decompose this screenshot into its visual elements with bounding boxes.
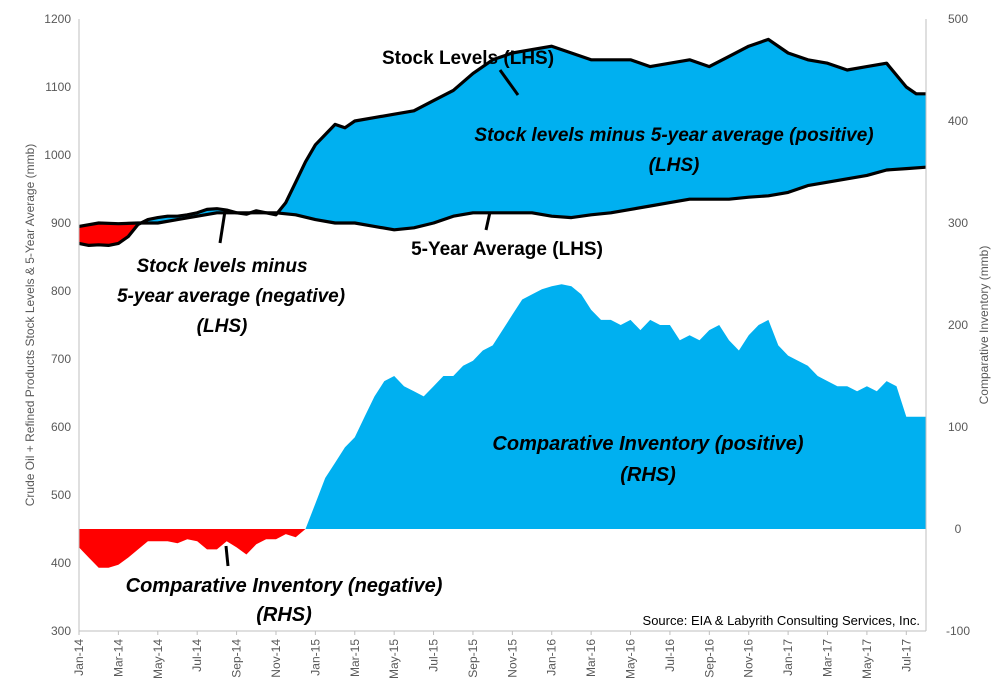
stock-levels-line bbox=[78, 37, 926, 247]
five-year-average-line bbox=[78, 165, 927, 232]
x-axis-tick-label: Nov-15 bbox=[505, 639, 519, 678]
stock-minus-avg-negative-area bbox=[79, 223, 141, 246]
left-axis-tick-label: 400 bbox=[51, 556, 71, 570]
left-axis-tick-label: 500 bbox=[51, 488, 71, 502]
x-axis-tick-label: Nov-16 bbox=[742, 639, 756, 678]
annotation-negative-upper-line1: Stock levels minus bbox=[136, 256, 307, 277]
x-axis-tick-label: May-14 bbox=[151, 639, 165, 679]
x-axis-tick-label: May-15 bbox=[387, 639, 401, 679]
line-series bbox=[78, 37, 927, 247]
x-axis-tick-label: Jul-15 bbox=[427, 639, 441, 672]
annotation-five-year-average: 5-Year Average (LHS) bbox=[411, 239, 603, 260]
arrow-negative-upper bbox=[218, 210, 227, 244]
left-axis-tick-label: 1000 bbox=[44, 148, 71, 162]
left-axis-tick-label: 600 bbox=[51, 420, 71, 434]
x-axis-tick-label: Nov-14 bbox=[269, 639, 283, 678]
left-axis-tick-label: 700 bbox=[51, 352, 71, 366]
axes: 300 400 500 600 700 800 900 1000 1100 1200 -100 0 10… bbox=[44, 12, 970, 679]
x-axis-tick-label: Sep-14 bbox=[230, 639, 244, 678]
arrow-stock-levels bbox=[498, 69, 520, 96]
annotation-negative-upper-line3: (LHS) bbox=[197, 316, 248, 337]
x-axis-tick-label: Mar-16 bbox=[584, 639, 598, 677]
right-axis-tick-label: 100 bbox=[948, 420, 968, 434]
annotation-comparative-negative-line2: (RHS) bbox=[256, 604, 312, 626]
x-axis-tick-label: Mar-14 bbox=[111, 639, 125, 677]
right-axis-title: Comparative Inventory (mmb) bbox=[977, 246, 991, 405]
right-axis-tick-label: 500 bbox=[948, 12, 968, 26]
right-axis-tick-label: 0 bbox=[955, 522, 962, 536]
arrow-comparative-negative bbox=[224, 545, 230, 567]
x-axis-tick-label: Jan-15 bbox=[308, 639, 322, 676]
x-axis-tick-label: Jan-17 bbox=[781, 639, 795, 676]
source-note: Source: EIA & Labyrith Consulting Servic… bbox=[643, 613, 920, 628]
comparative-inventory-positive-area bbox=[305, 284, 926, 529]
x-axis-tick-label: Sep-15 bbox=[466, 639, 480, 678]
x-axis-tick-label: May-16 bbox=[624, 639, 638, 679]
left-axis-tick-label: 300 bbox=[51, 624, 71, 638]
left-axis-tick-label: 1100 bbox=[45, 80, 71, 94]
right-axis-tick-label: 200 bbox=[948, 318, 968, 332]
annotation-comparative-negative-line1: Comparative Inventory (negative) bbox=[126, 575, 443, 597]
stock-minus-avg-positive-area bbox=[277, 39, 926, 230]
annotation-comparative-positive-line1: Comparative Inventory (positive) bbox=[492, 433, 804, 455]
x-axis-tick-label: May-17 bbox=[860, 639, 874, 679]
right-axis-tick-label: -100 bbox=[946, 624, 970, 638]
annotation-negative-upper-line2: 5-year average (negative) bbox=[117, 286, 345, 307]
x-axis-tick-label: Jul-17 bbox=[899, 639, 913, 672]
x-axis-tick-label: Mar-15 bbox=[348, 639, 362, 677]
comparative-inventory-fills bbox=[79, 284, 926, 568]
annotation-stock-levels: Stock Levels (LHS) bbox=[382, 48, 554, 69]
x-axis-tick-label: Jan-16 bbox=[545, 639, 559, 676]
arrow-five-year-average bbox=[484, 211, 492, 231]
right-axis-tick-label: 300 bbox=[948, 216, 968, 230]
annotation-positive-upper-line2: (LHS) bbox=[649, 155, 700, 176]
x-axis-tick-label: Jan-14 bbox=[72, 639, 86, 676]
annotation-comparative-positive-line2: (RHS) bbox=[620, 464, 676, 486]
comparative-inventory-negative-area bbox=[79, 529, 306, 568]
left-axis-tick-label: 900 bbox=[51, 216, 71, 230]
left-axis-tick-label: 1200 bbox=[44, 12, 71, 26]
x-axis-tick-label: Mar-17 bbox=[821, 639, 835, 677]
annotation-positive-upper-line1: Stock levels minus 5-year average (posit… bbox=[474, 125, 873, 146]
x-axis-tick-label: Jul-14 bbox=[190, 639, 204, 672]
x-axis-tick-label: Jul-16 bbox=[663, 639, 677, 672]
left-axis-tick-label: 800 bbox=[51, 284, 71, 298]
left-axis-title: Crude Oil + Refined Products Stock Level… bbox=[23, 144, 37, 507]
annotation-arrows bbox=[218, 69, 520, 567]
x-axis-tick-label: Sep-16 bbox=[702, 639, 716, 678]
right-axis-tick-label: 400 bbox=[948, 114, 968, 128]
